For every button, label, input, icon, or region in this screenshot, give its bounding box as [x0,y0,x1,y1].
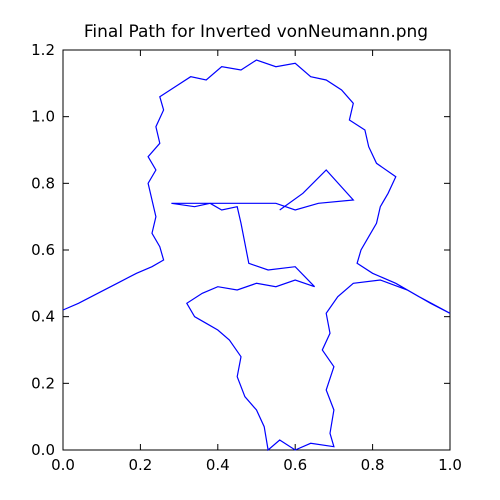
x-tick-label: 0.2 [128,456,152,474]
y-tick-label: 1.2 [31,41,55,59]
y-tick-label: 0.2 [31,374,55,392]
x-tick-label: 1.0 [438,456,462,474]
y-tick-label: 0.0 [31,441,55,459]
x-tick-label: 0.6 [283,456,307,474]
y-tick-label: 1.0 [31,108,55,126]
y-tick-label: 0.4 [31,308,55,326]
y-tick-label: 0.6 [31,241,55,259]
plot-frame [62,49,451,451]
x-tick-label: 0.4 [206,456,230,474]
chart-title: Final Path for Inverted vonNeumann.png [84,22,428,42]
x-tick-label: 0.0 [51,456,75,474]
x-tick-label: 0.8 [361,456,385,474]
path-line [62,59,451,452]
y-tick-label: 0.8 [31,174,55,192]
